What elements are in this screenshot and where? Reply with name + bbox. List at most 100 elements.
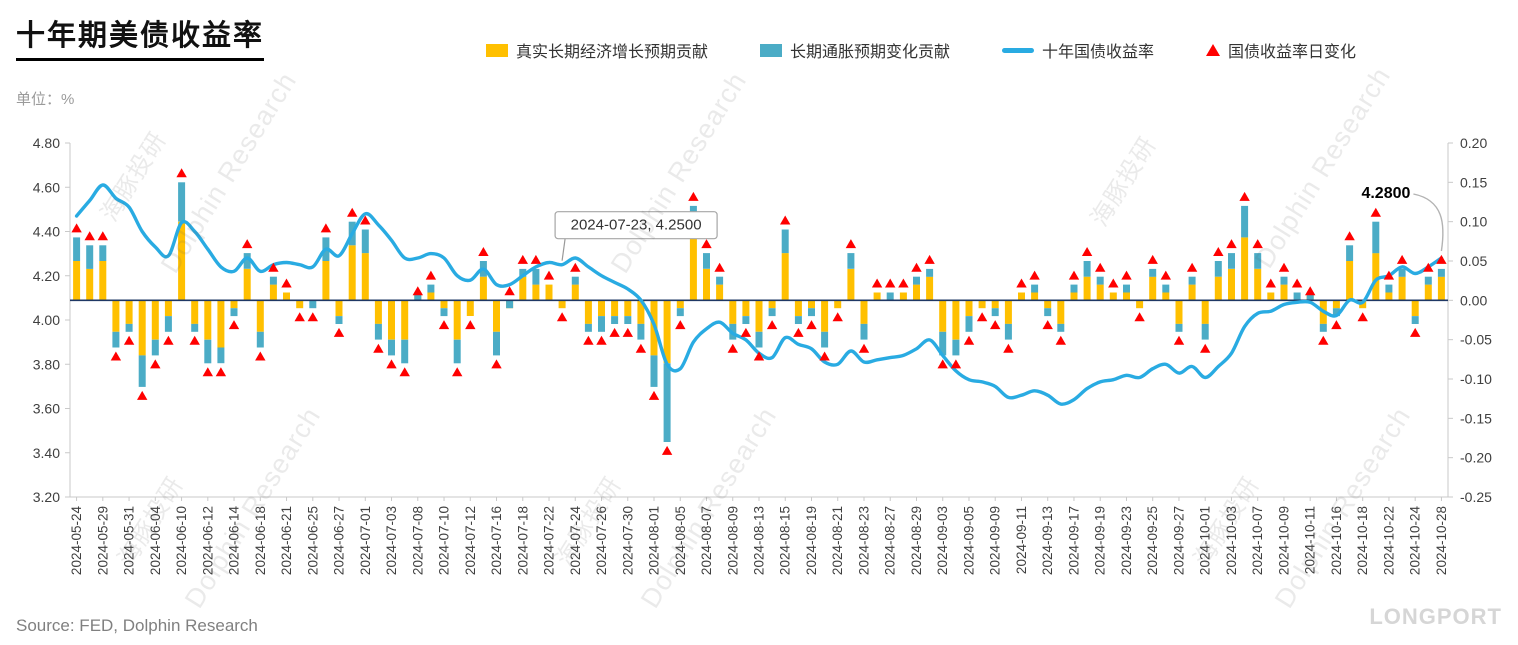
longport-brand: LONGPORT — [1369, 604, 1502, 629]
svg-text:4.2800: 4.2800 — [1361, 185, 1410, 202]
svg-text:-0.25: -0.25 — [1460, 489, 1492, 505]
svg-text:0.10: 0.10 — [1460, 214, 1487, 230]
svg-text:2024-06-27: 2024-06-27 — [332, 506, 347, 575]
svg-text:2024-07-08: 2024-07-08 — [410, 506, 425, 575]
chart-svg: 4.80 4.60 4.40 4.20 4.00 3.80 3.60 3.40 3.20 0.20… — [33, 135, 1492, 575]
legend-label: 真实长期经济增长预期贡献 — [516, 44, 709, 61]
svg-text:3.60: 3.60 — [33, 401, 60, 417]
svg-text:-0.20: -0.20 — [1460, 450, 1492, 466]
legend: 真实长期经济增长预期贡献 长期通胀预期变化贡献 十年国债收益率 国债收益率日变化 — [486, 38, 1356, 62]
svg-text:2024-06-21: 2024-06-21 — [279, 506, 294, 575]
svg-text:2024-07-18: 2024-07-18 — [515, 506, 530, 575]
svg-text:0.15: 0.15 — [1460, 174, 1487, 190]
contribution-bars-layer — [73, 182, 1445, 442]
svg-text:-0.10: -0.10 — [1460, 371, 1492, 387]
svg-text:2024-08-27: 2024-08-27 — [883, 506, 898, 575]
svg-text:2024-09-27: 2024-09-27 — [1172, 506, 1187, 575]
left-axis-labels: 4.80 4.60 4.40 4.20 4.00 3.80 3.60 3.40 3.20 — [33, 135, 60, 505]
daily-change-markers — [71, 168, 1447, 455]
svg-text:2024-10-03: 2024-10-03 — [1224, 506, 1239, 575]
svg-text:4.60: 4.60 — [33, 179, 60, 195]
x-axis-labels: 2024-05-24 2024-05-29 2024-05-31 2024-06-04… — [69, 497, 1449, 575]
svg-text:2024-07-30: 2024-07-30 — [620, 506, 635, 575]
svg-text:2024-09-03: 2024-09-03 — [935, 506, 950, 575]
right-axis-labels: 0.20 0.15 0.10 0.05 0.00 -0.05 -0.10 -0.15 -0.20… — [1460, 135, 1492, 505]
svg-text:2024-08-07: 2024-08-07 — [699, 506, 714, 575]
svg-text:2024-06-18: 2024-06-18 — [253, 506, 268, 575]
svg-text:2024-06-10: 2024-06-10 — [174, 506, 189, 575]
inflation-bar-swatch-icon — [760, 43, 783, 57]
legend-label: 国债收益率日变化 — [1228, 44, 1357, 61]
svg-text:2024-10-11: 2024-10-11 — [1303, 506, 1318, 574]
svg-text:2024-10-24: 2024-10-24 — [1408, 506, 1423, 576]
svg-text:2024-10-18: 2024-10-18 — [1355, 506, 1370, 575]
legend-label: 长期通胀预期变化贡献 — [790, 44, 951, 61]
svg-text:2024-08-01: 2024-08-01 — [647, 506, 662, 575]
svg-text:2024-09-19: 2024-09-19 — [1093, 506, 1108, 575]
legend-label: 十年国债收益率 — [1042, 44, 1155, 61]
svg-text:2024-08-19: 2024-08-19 — [804, 506, 819, 575]
yield-line — [74, 183, 1444, 406]
svg-text:2024-08-13: 2024-08-13 — [752, 506, 767, 575]
callout-box — [554, 211, 718, 240]
legend-item-growth-contribution[interactable]: 真实长期经济增长预期贡献 — [486, 38, 708, 62]
legend-item-daily-change[interactable]: 国债收益率日变化 — [1206, 38, 1356, 62]
svg-text:4.40: 4.40 — [33, 224, 60, 240]
svg-text:0.20: 0.20 — [1460, 135, 1487, 151]
svg-text:0.00: 0.00 — [1460, 292, 1487, 308]
svg-text:2024-07-22: 2024-07-22 — [542, 506, 557, 575]
svg-text:3.20: 3.20 — [33, 489, 60, 505]
svg-text:2024-08-21: 2024-08-21 — [830, 506, 845, 575]
page-title: 十年期美债收益率 — [16, 12, 265, 61]
svg-text:-0.05: -0.05 — [1460, 332, 1492, 348]
svg-text:2024-10-16: 2024-10-16 — [1329, 506, 1344, 575]
svg-text:4.00: 4.00 — [33, 312, 60, 328]
daily-change-triangle-icon — [1206, 44, 1221, 56]
svg-text:2024-07-03: 2024-07-03 — [384, 506, 399, 575]
svg-text:2024-06-14: 2024-06-14 — [227, 506, 242, 576]
svg-text:2024-05-24: 2024-05-24 — [69, 506, 84, 576]
svg-text:2024-09-25: 2024-09-25 — [1145, 506, 1160, 575]
annotations-layer: 2024-07-23, 4.2500 4.2800 — [554, 185, 1444, 261]
svg-text:2024-09-09: 2024-09-09 — [988, 506, 1003, 575]
yield-line-swatch-icon — [1002, 47, 1035, 53]
svg-text:2024-07-12: 2024-07-12 — [463, 506, 478, 575]
svg-text:2024-08-09: 2024-08-09 — [725, 506, 740, 575]
svg-text:2024-07-01: 2024-07-01 — [358, 506, 373, 575]
svg-text:2024-06-04: 2024-06-04 — [148, 506, 163, 576]
svg-text:2024-09-11: 2024-09-11 — [1014, 506, 1029, 574]
svg-text:2024-07-23, 4.2500: 2024-07-23, 4.2500 — [571, 217, 702, 234]
svg-text:4.20: 4.20 — [33, 268, 60, 284]
svg-text:2024-07-10: 2024-07-10 — [437, 506, 452, 575]
svg-text:2024-08-05: 2024-08-05 — [673, 506, 688, 575]
chart-plot-area: 4.80 4.60 4.40 4.20 4.00 3.80 3.60 3.40 3.20 0.20… — [0, 130, 1518, 630]
svg-text:2024-08-15: 2024-08-15 — [778, 506, 793, 575]
unit-label: 单位：% — [16, 91, 75, 108]
svg-text:2024-08-23: 2024-08-23 — [857, 506, 872, 575]
svg-text:2024-09-17: 2024-09-17 — [1067, 506, 1082, 575]
svg-text:2024-05-29: 2024-05-29 — [95, 506, 110, 575]
svg-text:3.40: 3.40 — [33, 445, 60, 461]
svg-text:2024-07-24: 2024-07-24 — [568, 506, 583, 576]
svg-text:4.80: 4.80 — [33, 135, 60, 151]
svg-text:2024-09-13: 2024-09-13 — [1040, 506, 1055, 575]
svg-text:2024-07-26: 2024-07-26 — [594, 506, 609, 575]
source-note: Source: FED, Dolphin Research — [16, 616, 258, 635]
svg-text:2024-10-28: 2024-10-28 — [1434, 506, 1449, 575]
svg-text:2024-08-29: 2024-08-29 — [909, 506, 924, 575]
svg-text:2024-07-16: 2024-07-16 — [489, 506, 504, 575]
svg-text:0.05: 0.05 — [1460, 253, 1487, 269]
svg-text:2024-05-31: 2024-05-31 — [122, 506, 137, 575]
svg-text:-0.15: -0.15 — [1460, 410, 1492, 426]
svg-text:3.80: 3.80 — [33, 356, 60, 372]
legend-item-inflation-contribution[interactable]: 长期通胀预期变化贡献 — [760, 38, 950, 62]
growth-bar-swatch-icon — [486, 43, 508, 57]
legend-item-yield-line[interactable]: 十年国债收益率 — [1002, 38, 1154, 62]
svg-text:2024-10-09: 2024-10-09 — [1277, 506, 1292, 575]
svg-text:2024-10-01: 2024-10-01 — [1198, 506, 1213, 575]
svg-text:2024-10-07: 2024-10-07 — [1250, 506, 1265, 575]
svg-text:2024-06-25: 2024-06-25 — [305, 506, 320, 575]
svg-text:2024-09-05: 2024-09-05 — [962, 506, 977, 575]
svg-text:2024-09-23: 2024-09-23 — [1119, 506, 1134, 575]
